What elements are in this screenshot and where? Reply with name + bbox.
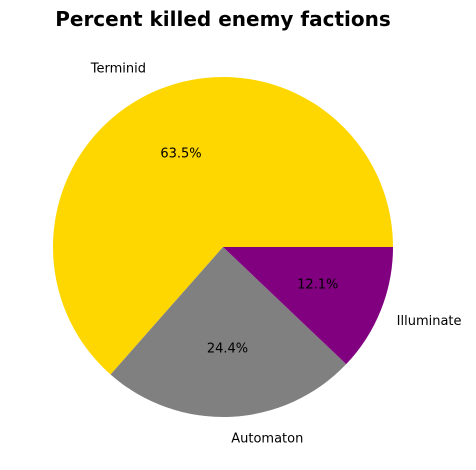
chart-title: Percent killed enemy factions [55,7,391,31]
pie-slices [52,77,393,417]
percent-label-terminid: 63.5% [160,147,201,162]
percent-label-automaton: 24.4% [207,341,248,356]
pie-slice-automaton [110,247,347,417]
slice-label-automaton: Automaton [231,432,303,447]
slice-label-illuminate: Illuminate [397,314,462,329]
pie-labels: Terminid 63.5% Automaton 24.4% Illuminate 12.… [90,62,462,447]
pie-slice-illuminate [223,247,393,365]
pie-slice-terminid [52,77,393,375]
percent-label-illuminate: 12.1% [297,277,338,292]
slice-label-terminid: Terminid [90,62,146,77]
